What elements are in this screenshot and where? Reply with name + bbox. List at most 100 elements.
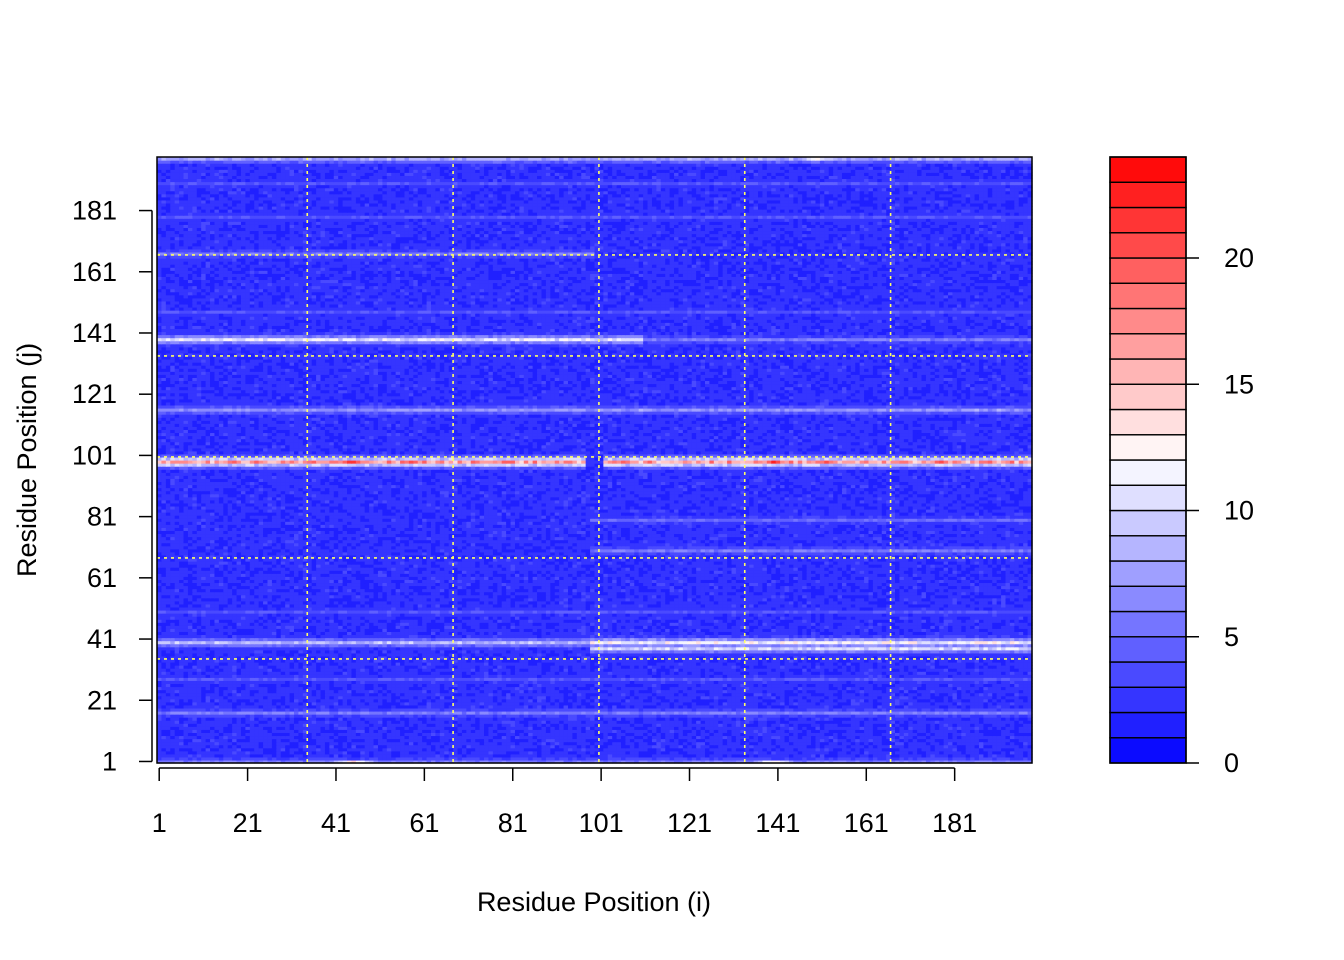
heatmap-cell bbox=[660, 753, 666, 758]
heatmap-cell bbox=[872, 750, 878, 755]
heatmap-cell bbox=[541, 744, 547, 749]
heatmap-cell bbox=[506, 759, 512, 764]
heatmap-cell bbox=[775, 738, 781, 743]
heatmap-cell bbox=[1005, 735, 1011, 740]
heatmap-cell bbox=[585, 747, 591, 752]
heatmap-cell bbox=[590, 744, 596, 749]
heatmap-cell bbox=[302, 750, 308, 755]
heatmap-cell bbox=[943, 756, 949, 761]
heatmap-cell bbox=[369, 735, 375, 740]
heatmap-cell bbox=[696, 744, 702, 749]
heatmap-cell bbox=[302, 759, 308, 764]
heatmap-cell bbox=[430, 756, 437, 761]
heatmap-cell bbox=[948, 738, 954, 743]
heatmap-cell bbox=[749, 732, 755, 737]
heatmap-cell bbox=[545, 744, 551, 749]
heatmap-cell bbox=[718, 747, 724, 752]
heatmap-cell bbox=[519, 738, 525, 743]
heatmap-cell bbox=[948, 753, 954, 758]
heatmap-cell bbox=[687, 741, 693, 746]
heatmap-cell bbox=[444, 750, 450, 755]
heatmap-cell bbox=[298, 750, 304, 755]
heatmap-cell bbox=[457, 759, 463, 764]
heatmap-cell bbox=[678, 729, 684, 733]
heatmap-cell bbox=[590, 753, 596, 758]
heatmap-cell bbox=[426, 750, 432, 755]
heatmap-cell bbox=[952, 741, 958, 746]
heatmap-cell bbox=[1014, 735, 1020, 740]
heatmap-cell bbox=[607, 753, 613, 758]
heatmap-cell bbox=[660, 756, 666, 761]
heatmap-cell bbox=[373, 741, 379, 746]
heatmap-cell bbox=[400, 735, 406, 740]
heatmap-cell bbox=[806, 747, 812, 752]
heatmap-cell bbox=[183, 732, 189, 737]
heatmap-cell bbox=[174, 741, 180, 746]
heatmap-cell bbox=[395, 735, 401, 740]
heatmap-cell bbox=[232, 741, 238, 746]
heatmap-cell bbox=[638, 747, 644, 752]
heatmap-cell bbox=[917, 747, 923, 752]
heatmap-cell bbox=[276, 744, 282, 749]
heatmap-cell bbox=[806, 750, 812, 755]
heatmap-cell bbox=[992, 747, 998, 752]
heatmap-cell bbox=[400, 756, 406, 761]
heatmap-cell bbox=[1027, 747, 1033, 752]
heatmap-cell bbox=[674, 759, 680, 764]
heatmap-cell bbox=[1023, 744, 1029, 749]
heatmap-cell bbox=[342, 735, 348, 740]
heatmap-cell bbox=[355, 756, 361, 761]
heatmap-cell bbox=[859, 753, 865, 758]
heatmap-cell bbox=[342, 759, 348, 764]
heatmap-cell bbox=[974, 729, 980, 733]
heatmap-cell bbox=[422, 729, 428, 733]
heatmap-cell bbox=[240, 747, 246, 752]
heatmap-cell bbox=[687, 756, 693, 761]
heatmap-cell bbox=[987, 750, 993, 755]
heatmap-cell bbox=[603, 732, 609, 737]
heatmap-cell bbox=[594, 741, 600, 746]
heatmap-cell bbox=[435, 735, 441, 740]
heatmap-cell bbox=[1018, 753, 1024, 758]
heatmap-cell bbox=[771, 741, 777, 746]
heatmap-cell bbox=[753, 756, 759, 761]
heatmap-cell bbox=[718, 744, 724, 749]
heatmap-cell bbox=[298, 735, 304, 740]
heatmap-cell bbox=[554, 756, 560, 761]
heatmap-cell bbox=[360, 753, 366, 758]
heatmap-cell bbox=[775, 759, 781, 764]
heatmap-cell bbox=[554, 744, 560, 749]
heatmap-cell bbox=[682, 735, 688, 740]
heatmap-cell bbox=[841, 747, 847, 752]
heatmap-cell bbox=[435, 750, 441, 755]
heatmap-cell bbox=[846, 750, 852, 755]
heatmap-cell bbox=[886, 732, 892, 737]
heatmap-cell bbox=[771, 750, 777, 755]
heatmap-cell bbox=[629, 753, 635, 758]
heatmap-cell bbox=[347, 738, 353, 743]
heatmap-cell bbox=[581, 750, 587, 755]
heatmap-cell bbox=[700, 753, 706, 758]
heatmap-cell bbox=[214, 747, 220, 752]
heatmap-cell bbox=[444, 744, 450, 749]
heatmap-cell bbox=[174, 747, 180, 752]
heatmap-cell bbox=[621, 732, 627, 737]
heatmap-cell bbox=[545, 741, 551, 746]
heatmap-cell bbox=[201, 729, 207, 733]
heatmap-cell bbox=[382, 756, 388, 761]
heatmap-cell bbox=[280, 732, 286, 737]
heatmap-cell bbox=[523, 759, 529, 764]
heatmap-cell bbox=[802, 738, 808, 743]
heatmap-cell bbox=[978, 759, 984, 764]
heatmap-cell bbox=[408, 735, 414, 740]
heatmap-cell bbox=[930, 729, 936, 733]
heatmap-cell bbox=[895, 738, 901, 743]
heatmap-cell bbox=[864, 735, 870, 740]
heatmap-cell bbox=[559, 756, 565, 761]
heatmap-cell bbox=[201, 753, 207, 758]
heatmap-cell bbox=[408, 756, 414, 761]
heatmap-cell bbox=[267, 729, 273, 733]
heatmap-cell bbox=[329, 759, 335, 764]
heatmap-cell bbox=[426, 756, 432, 761]
heatmap-cell bbox=[369, 744, 375, 749]
